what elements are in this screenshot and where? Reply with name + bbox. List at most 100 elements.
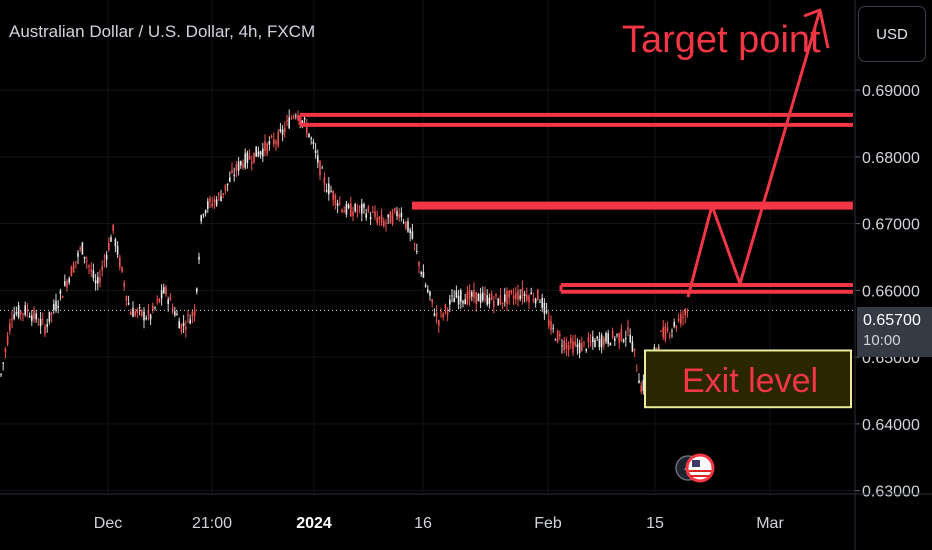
candle-body (385, 222, 387, 225)
candle-body (682, 316, 684, 318)
candle-body (77, 252, 79, 257)
time-axis: Dec 21:00 2024 16 Feb 15 Mar (0, 493, 932, 532)
candle-body (17, 305, 20, 318)
candle-body (207, 201, 209, 209)
candle-body (246, 152, 249, 163)
candle-body (363, 203, 365, 208)
y-tick-label: 0.69000 (862, 83, 920, 100)
candle-body (424, 284, 427, 287)
candle-body (112, 224, 114, 232)
candle-body (202, 214, 205, 216)
candle-body (552, 327, 554, 329)
candle-body (191, 311, 194, 316)
candle-body (138, 307, 141, 309)
candle-body (13, 314, 15, 319)
candle-body (125, 295, 128, 301)
candle-body (218, 193, 220, 195)
candle-body (110, 236, 112, 242)
x-tick-label: Dec (94, 515, 122, 532)
candle-body (603, 338, 605, 345)
candle-body (420, 272, 422, 275)
candle-body (171, 307, 174, 312)
candle-body (486, 295, 488, 305)
candle-body (365, 213, 367, 219)
arrowhead (803, 8, 830, 49)
candle-body (673, 321, 675, 327)
candle-body (616, 334, 618, 336)
candle-body (400, 212, 403, 218)
candle-body (559, 334, 561, 337)
candle-body (53, 304, 55, 311)
candle-body (398, 214, 400, 218)
x-tick-label: 2024 (296, 515, 332, 532)
candle-body (224, 184, 227, 191)
candle-body (442, 313, 444, 318)
candle-body (83, 256, 86, 259)
candle-body (55, 300, 57, 311)
candle-body (81, 242, 84, 255)
candle-body (517, 291, 519, 301)
candle-body (545, 310, 548, 313)
candle-body (658, 347, 660, 349)
candle-body (378, 216, 381, 220)
candle-body (405, 221, 407, 229)
candle-body (341, 209, 343, 212)
candle-body (473, 289, 475, 299)
candle-body (114, 239, 117, 247)
exit-level-box (644, 349, 852, 409)
candle-body (119, 257, 121, 268)
candle-body (198, 256, 200, 260)
candle-body (339, 202, 341, 204)
candle-body (669, 335, 671, 337)
candle-body (154, 307, 156, 309)
candle-body (334, 194, 337, 205)
currency-button[interactable]: USD (858, 6, 926, 62)
candle-body (295, 115, 297, 117)
candle-body (281, 129, 284, 135)
candle-body (33, 309, 35, 319)
candle-body (165, 286, 167, 295)
candle-body (163, 287, 165, 294)
candle-body (618, 333, 620, 343)
candle-body (666, 328, 669, 331)
candle-body (664, 326, 667, 340)
candle-body (222, 193, 224, 195)
candle-body (589, 341, 592, 343)
candle-body (407, 221, 409, 232)
candle-body (394, 208, 396, 212)
candle-body (92, 270, 95, 279)
candle-body (438, 320, 440, 326)
candle-body (20, 311, 22, 315)
candle-body (350, 203, 352, 217)
candle-body (611, 330, 614, 338)
candle-body (204, 210, 207, 214)
candle-body (464, 299, 466, 305)
candle-body (68, 278, 70, 283)
candle-body (598, 339, 601, 348)
event-icons (675, 453, 715, 483)
candle-body (468, 290, 471, 300)
candle-body (528, 295, 530, 303)
candle-body (576, 344, 579, 348)
candle-body (345, 203, 348, 215)
candle-body (235, 164, 238, 171)
candle-body (189, 319, 191, 324)
candle-body (444, 304, 447, 309)
candle-body (6, 335, 9, 345)
candle-body (75, 261, 77, 263)
candle-body (427, 289, 429, 292)
candle-body (306, 126, 308, 134)
candle-body (39, 318, 42, 327)
candle-body (268, 140, 271, 145)
candle-body (671, 330, 673, 332)
candle-body (314, 150, 317, 153)
candle-body (158, 298, 161, 303)
candle-body (277, 131, 279, 146)
candle-body (284, 127, 286, 132)
candle-body (149, 314, 152, 320)
candle-body (433, 313, 436, 316)
y-tick-label: 0.68000 (862, 150, 920, 167)
candle-body (449, 299, 451, 305)
candle-body (134, 311, 136, 316)
